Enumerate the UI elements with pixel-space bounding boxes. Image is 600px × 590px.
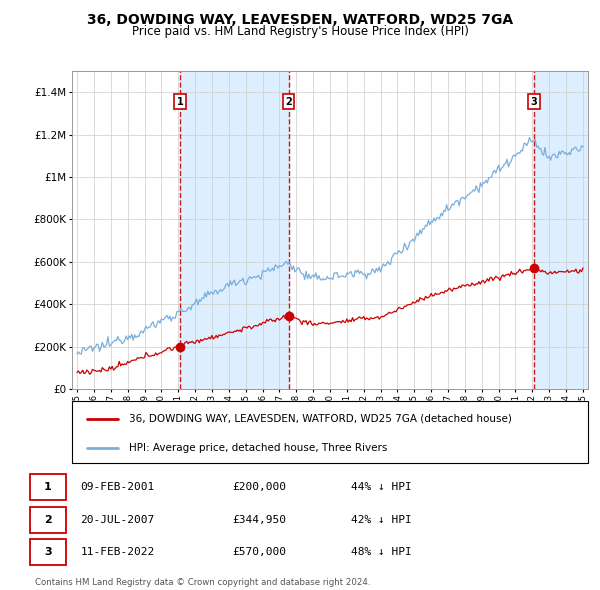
Bar — [180, 71, 289, 389]
Text: 36, DOWDING WAY, LEAVESDEN, WATFORD, WD25 7GA (detached house): 36, DOWDING WAY, LEAVESDEN, WATFORD, WD2… — [129, 414, 512, 424]
Text: 20-JUL-2007: 20-JUL-2007 — [80, 516, 155, 525]
FancyBboxPatch shape — [29, 539, 66, 565]
Text: 3: 3 — [44, 548, 52, 557]
Text: 2: 2 — [286, 97, 292, 107]
Text: 11-FEB-2022: 11-FEB-2022 — [80, 548, 155, 557]
Text: 1: 1 — [176, 97, 183, 107]
Text: 09-FEB-2001: 09-FEB-2001 — [80, 483, 155, 492]
Text: Price paid vs. HM Land Registry's House Price Index (HPI): Price paid vs. HM Land Registry's House … — [131, 25, 469, 38]
Text: 3: 3 — [530, 97, 538, 107]
Text: 42% ↓ HPI: 42% ↓ HPI — [351, 516, 412, 525]
Text: £200,000: £200,000 — [233, 483, 287, 492]
FancyBboxPatch shape — [29, 474, 66, 500]
Text: 2: 2 — [44, 516, 52, 525]
Text: 44% ↓ HPI: 44% ↓ HPI — [351, 483, 412, 492]
FancyBboxPatch shape — [29, 507, 66, 533]
Text: £344,950: £344,950 — [233, 516, 287, 525]
Bar — [534, 71, 592, 389]
Text: 36, DOWDING WAY, LEAVESDEN, WATFORD, WD25 7GA: 36, DOWDING WAY, LEAVESDEN, WATFORD, WD2… — [87, 13, 513, 27]
Text: £570,000: £570,000 — [233, 548, 287, 557]
Text: 48% ↓ HPI: 48% ↓ HPI — [351, 548, 412, 557]
Text: 1: 1 — [44, 483, 52, 492]
Text: Contains HM Land Registry data © Crown copyright and database right 2024.: Contains HM Land Registry data © Crown c… — [35, 578, 371, 587]
Text: HPI: Average price, detached house, Three Rivers: HPI: Average price, detached house, Thre… — [129, 442, 387, 453]
